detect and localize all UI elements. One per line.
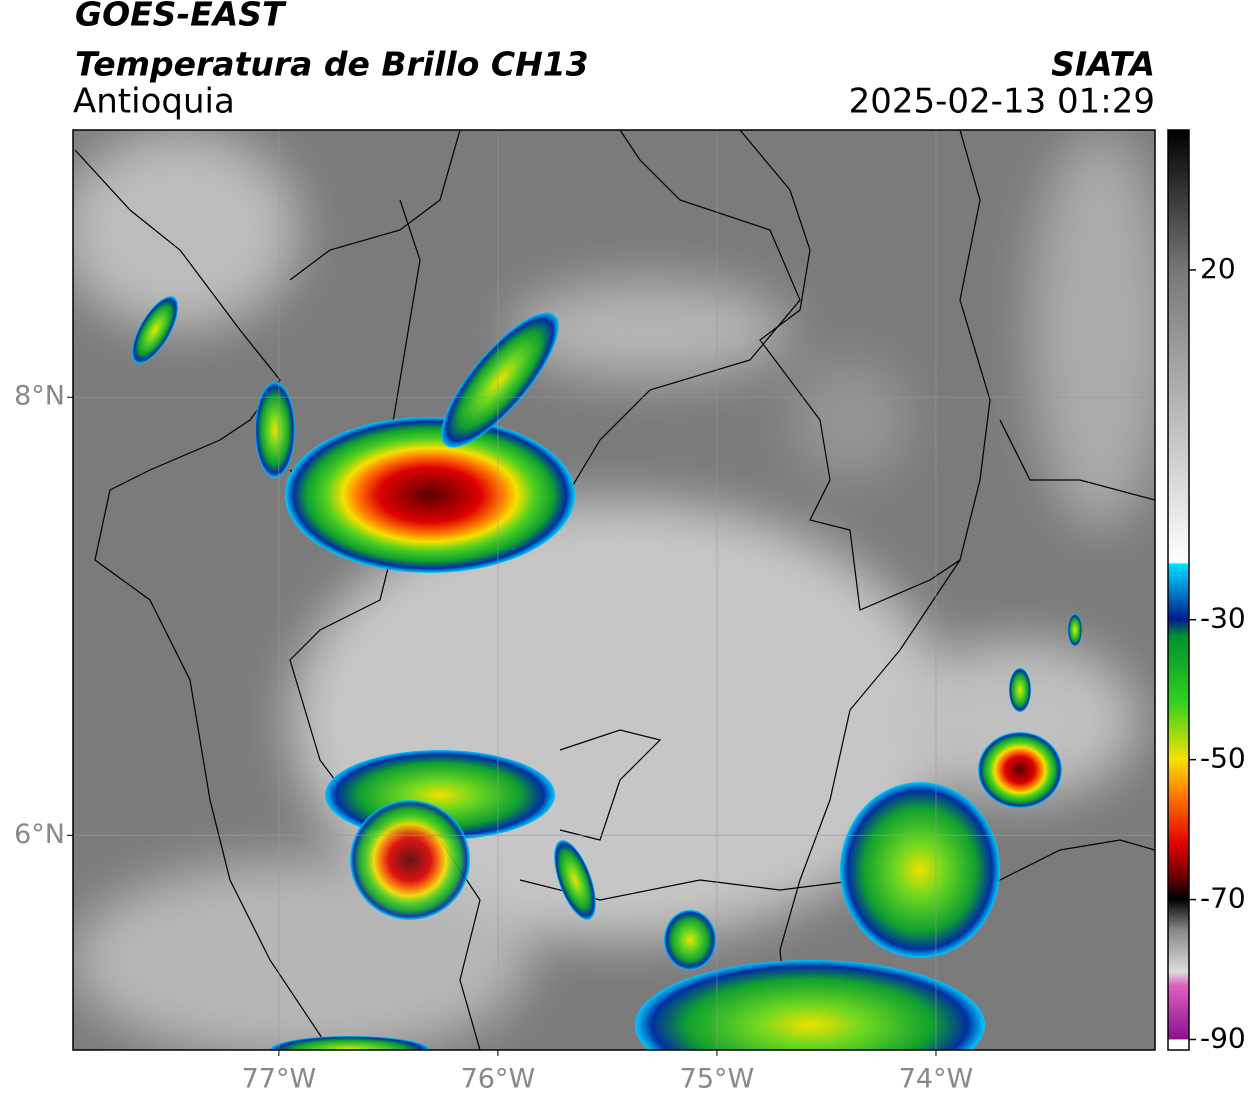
colorbar: [1167, 129, 1190, 1051]
lat-tick-label: 8°N: [14, 381, 65, 412]
colorbar-tick-label: -50: [1200, 742, 1246, 775]
map-frame: [72, 129, 1156, 1051]
lat-tick-label: 6°N: [14, 819, 65, 850]
lon-tick-label: 75°W: [680, 1064, 755, 1095]
region: Antioquia: [73, 82, 235, 122]
title: GOES-EAST: [75, 0, 287, 34]
source: SIATA: [1051, 45, 1155, 84]
subtitle: Temperatura de Brillo CH13: [75, 45, 589, 84]
graticule: [73, 130, 1155, 1050]
colorbar-tick-label: -70: [1200, 882, 1246, 915]
colorbar-tick-label: -90: [1200, 1022, 1246, 1055]
datetime: 2025-02-13 01:29: [849, 82, 1155, 122]
colorbar-tick-label: 20: [1200, 252, 1236, 285]
lon-tick-label: 74°W: [899, 1064, 974, 1095]
lon-tick-label: 77°W: [242, 1064, 317, 1095]
colorbar-tick-label: -30: [1200, 602, 1246, 635]
lon-tick-label: 76°W: [461, 1064, 536, 1095]
map-image: [73, 130, 1155, 1050]
